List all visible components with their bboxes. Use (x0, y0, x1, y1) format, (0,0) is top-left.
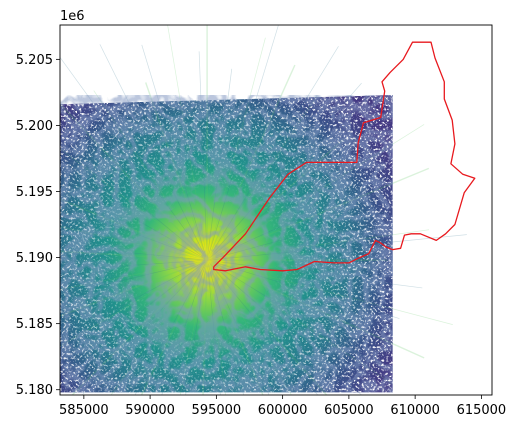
x-tick-label: 595000 (192, 403, 242, 418)
x-tick-label: 605000 (324, 403, 374, 418)
y-tick-label: 5.200 (16, 119, 53, 134)
y-tick-label: 5.195 (16, 185, 53, 200)
x-axis-ticks: 585000 590000 595000 600000 605000 610000 6150… (59, 395, 506, 418)
x-tick-label: 585000 (59, 403, 109, 418)
x-tick-label: 615000 (457, 403, 507, 418)
raster-nodata-speckle (60, 95, 393, 393)
x-tick-label: 590000 (125, 403, 175, 418)
x-tick-label: 600000 (258, 403, 308, 418)
y-axis-ticks: 5.180 5.185 5.190 5.195 5.200 5.205 (16, 53, 60, 398)
y-tick-label: 5.190 (16, 251, 53, 266)
axes-frame (59, 24, 493, 396)
x-tick-label: 610000 (390, 403, 440, 418)
y-tick-label: 5.185 (16, 317, 53, 332)
y-tick-label: 5.205 (16, 53, 53, 68)
y-axis-offset-label: 1e6 (60, 9, 85, 24)
elevation-raster (60, 25, 467, 395)
y-tick-label: 5.180 (16, 383, 53, 398)
boundary-outline (213, 41, 476, 272)
